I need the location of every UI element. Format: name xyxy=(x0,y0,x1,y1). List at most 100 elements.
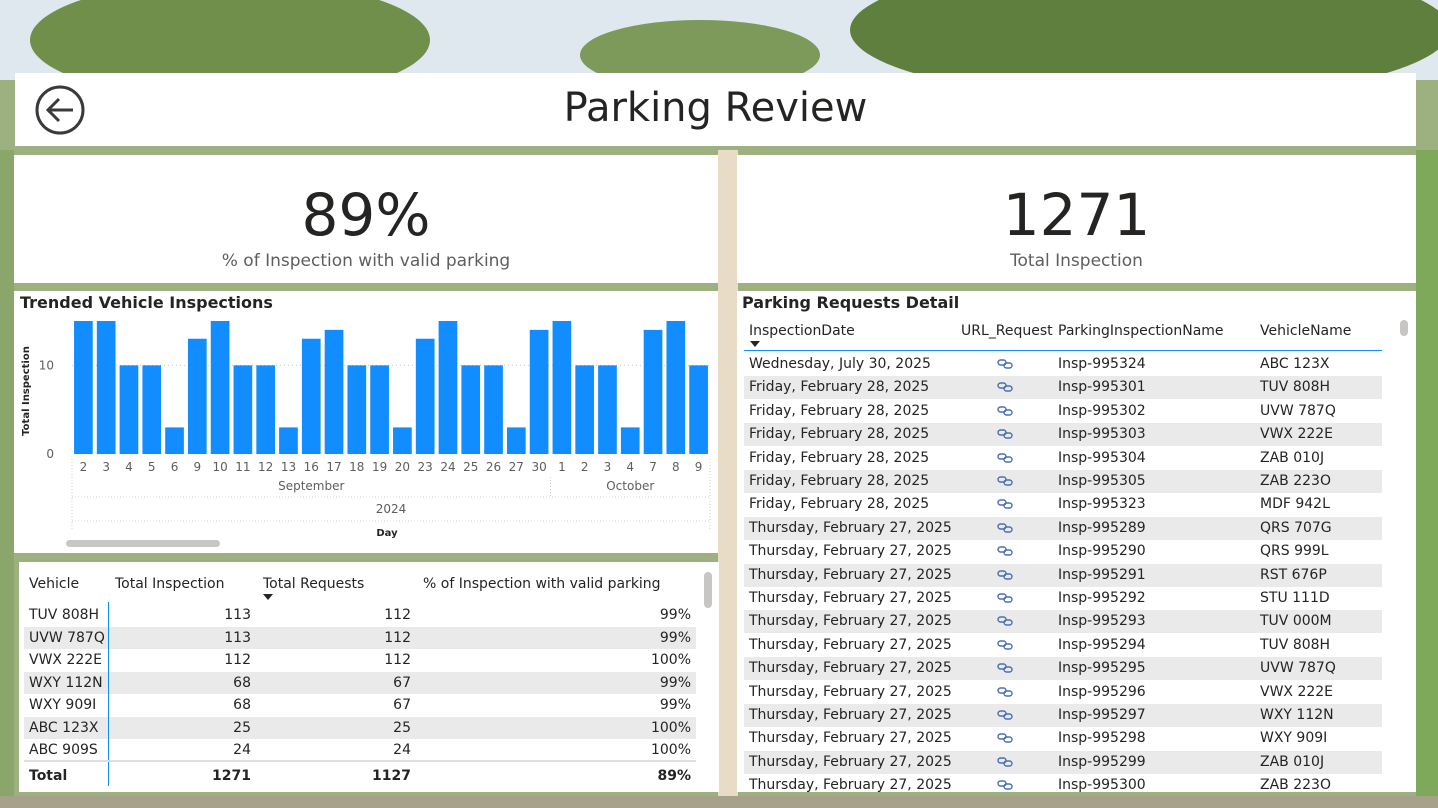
table-row[interactable] xyxy=(744,727,1382,751)
inspection-date-cell: Wednesday, July 30, 2025 xyxy=(749,356,931,372)
bar[interactable] xyxy=(324,329,344,454)
sort-desc-icon[interactable] xyxy=(263,594,273,600)
back-arrow-icon[interactable] xyxy=(34,84,86,136)
table-row[interactable] xyxy=(24,649,696,671)
bar[interactable] xyxy=(484,365,503,454)
link-icon[interactable] xyxy=(997,452,1013,463)
x-tick-label: 26 xyxy=(486,460,501,474)
table-row[interactable] xyxy=(744,774,1382,792)
link-icon[interactable] xyxy=(997,499,1013,510)
table-row[interactable] xyxy=(744,376,1382,400)
link-icon[interactable] xyxy=(997,733,1013,744)
inspection-name-cell: Insp-995294 xyxy=(1058,636,1146,653)
link-icon[interactable] xyxy=(997,616,1013,627)
table-row[interactable] xyxy=(744,446,1382,470)
bar[interactable] xyxy=(506,427,526,454)
link-icon[interactable] xyxy=(997,593,1013,603)
table-cell: 112 xyxy=(224,652,251,668)
table-row[interactable] xyxy=(744,540,1382,564)
table-row[interactable] xyxy=(744,657,1382,681)
col-header-valid-parking-pct[interactable]: % of Inspection with valid parking xyxy=(423,576,661,592)
bar[interactable] xyxy=(165,427,184,454)
link-icon[interactable] xyxy=(997,523,1013,533)
link-icon[interactable] xyxy=(997,382,1013,393)
link-icon[interactable] xyxy=(997,546,1013,556)
table-row[interactable] xyxy=(744,587,1382,610)
link-icon[interactable] xyxy=(997,476,1013,486)
vehicle-name-cell: ZAB 223O xyxy=(1260,777,1331,792)
table-row[interactable] xyxy=(24,716,696,739)
bar[interactable] xyxy=(301,338,321,454)
bar[interactable] xyxy=(256,365,276,454)
x-tick-label: 2 xyxy=(80,460,88,474)
table-row[interactable] xyxy=(744,353,1382,376)
bar[interactable] xyxy=(529,329,549,454)
x-tick-label: 6 xyxy=(171,460,179,474)
link-icon[interactable] xyxy=(997,757,1013,767)
table-row[interactable] xyxy=(744,633,1382,657)
link-icon[interactable] xyxy=(997,429,1013,439)
link-icon[interactable] xyxy=(997,640,1013,650)
requests-scrollbar[interactable] xyxy=(1400,320,1408,336)
col-header-vehicle[interactable]: Vehicle xyxy=(29,576,80,592)
table-cell: 100% xyxy=(650,719,691,736)
link-icon[interactable] xyxy=(997,686,1013,697)
bar[interactable] xyxy=(620,427,640,454)
x-tick-label: 19 xyxy=(372,460,387,474)
col-header-total-inspection[interactable]: Total Inspection xyxy=(115,576,225,592)
table-row[interactable] xyxy=(744,516,1382,540)
bar[interactable] xyxy=(96,321,116,454)
vehicle-name-cell: WXY 909I xyxy=(1260,730,1328,747)
bar[interactable] xyxy=(233,365,253,454)
bar[interactable] xyxy=(393,427,412,454)
vehicle-name-cell: TUV 808H xyxy=(1260,636,1331,653)
bar[interactable] xyxy=(142,365,162,454)
col-header-vehicle-name[interactable]: VehicleName xyxy=(1260,323,1352,339)
table-row[interactable] xyxy=(24,604,696,626)
bar[interactable] xyxy=(210,321,230,454)
chart-scrollbar[interactable] xyxy=(66,540,220,547)
bar[interactable] xyxy=(689,365,708,454)
bar[interactable] xyxy=(119,365,139,454)
table-row[interactable] xyxy=(744,399,1382,423)
bar[interactable] xyxy=(415,338,435,454)
table-row[interactable] xyxy=(744,610,1382,634)
bar[interactable] xyxy=(643,329,663,454)
link-icon[interactable] xyxy=(997,359,1013,369)
table-scrollbar[interactable] xyxy=(704,572,712,608)
bar[interactable] xyxy=(74,321,93,454)
table-row[interactable] xyxy=(744,680,1382,704)
bar[interactable] xyxy=(347,365,367,454)
bar[interactable] xyxy=(461,365,481,454)
table-row[interactable] xyxy=(744,563,1382,587)
table-cell: WXY 112N xyxy=(29,674,103,691)
table-row[interactable] xyxy=(744,704,1382,727)
link-icon[interactable] xyxy=(997,780,1013,790)
bar[interactable] xyxy=(598,365,617,454)
col-header-inspection-date[interactable]: InspectionDate xyxy=(749,323,855,339)
link-icon[interactable] xyxy=(997,663,1013,673)
col-header-total-requests[interactable]: Total Requests xyxy=(263,576,365,592)
link-icon[interactable] xyxy=(997,710,1013,720)
link-icon[interactable] xyxy=(997,569,1013,580)
bar[interactable] xyxy=(370,365,389,454)
table-row[interactable] xyxy=(744,423,1382,447)
link-icon[interactable] xyxy=(997,406,1013,416)
table-row[interactable] xyxy=(24,671,696,694)
table-row[interactable] xyxy=(24,626,696,649)
bar[interactable] xyxy=(187,338,207,454)
table-row[interactable] xyxy=(24,739,696,761)
bar[interactable] xyxy=(575,365,595,454)
table-row[interactable] xyxy=(744,750,1382,774)
table-row[interactable] xyxy=(744,470,1382,493)
bar[interactable] xyxy=(666,321,686,454)
sort-desc-icon[interactable] xyxy=(750,341,760,347)
bar[interactable] xyxy=(279,427,298,454)
table-row[interactable] xyxy=(744,493,1382,517)
table-row[interactable] xyxy=(24,694,696,716)
col-header-url-request[interactable]: URL_Request xyxy=(961,323,1053,339)
bar[interactable] xyxy=(438,321,458,454)
col-header-inspection-name[interactable]: ParkingInspectionName xyxy=(1058,323,1224,339)
vehicle-name-cell: RST 676P xyxy=(1260,566,1327,583)
bar[interactable] xyxy=(552,321,572,454)
